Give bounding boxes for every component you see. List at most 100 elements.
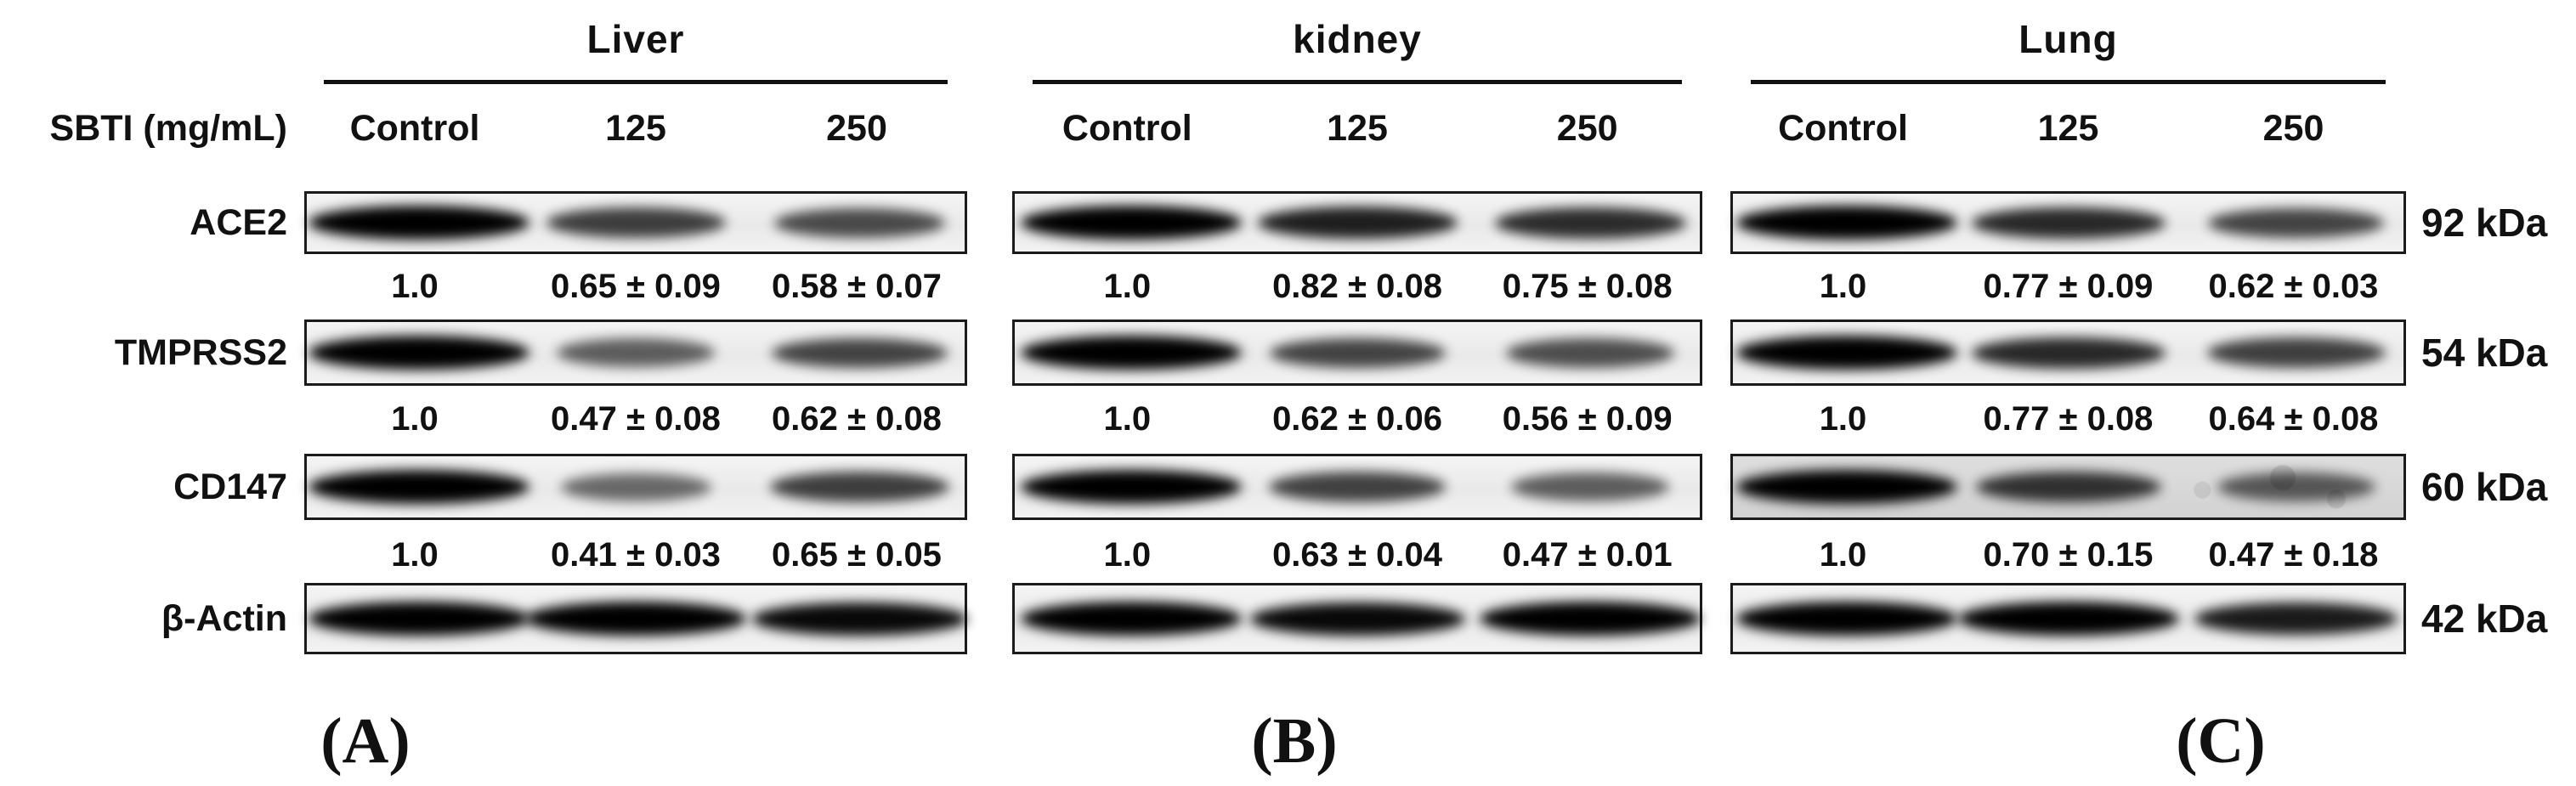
blot-lung-tmprss2: [1730, 319, 2406, 386]
blot-band: [308, 206, 529, 240]
blot-band: [1957, 602, 2179, 636]
blot-band: [308, 470, 529, 504]
quant-row: 1.0 0.77 ± 0.09 0.62 ± 0.03: [1730, 265, 2406, 308]
quant-value: 0.65 ± 0.05: [772, 536, 942, 574]
blot-band: [1021, 206, 1243, 240]
organ-underline: [1750, 80, 2386, 84]
quant-value: 0.47 ± 0.18: [2208, 536, 2379, 574]
quant-row: 1.0 0.82 ± 0.08 0.75 ± 0.08: [1012, 265, 1702, 308]
quant-value: 0.56 ± 0.09: [1502, 400, 1673, 438]
blot-band: [773, 207, 945, 238]
protein-label-beta-actin: β-Actin: [161, 598, 287, 639]
quant-value: 0.41 ± 0.03: [551, 536, 721, 574]
lane-label-250: 250: [1556, 108, 1618, 149]
organ-title-lung: Lung: [2018, 17, 2118, 61]
kda-label-92: 92 kDa: [2421, 201, 2548, 245]
quant-value: 1.0: [1103, 400, 1152, 438]
blot-band: [1506, 337, 1675, 368]
blot-lung-ace2: [1730, 191, 2406, 254]
blot-band: [771, 337, 948, 368]
blot-band: [1021, 336, 1243, 370]
quant-value: 0.65 ± 0.09: [551, 268, 721, 305]
blot-band: [1269, 337, 1446, 368]
lane-header-row: Control 125 250: [1730, 102, 2406, 155]
quant-value: 1.0: [1819, 536, 1867, 574]
blot-band: [2208, 207, 2385, 238]
blot-band: [1736, 470, 1958, 504]
blot-band: [1021, 470, 1243, 504]
lane-label-250: 250: [2262, 108, 2324, 149]
blot-band: [1511, 472, 1670, 501]
blot-band: [2216, 472, 2375, 501]
quant-value: 1.0: [391, 536, 439, 574]
quant-value: 1.0: [391, 268, 439, 305]
quant-value: 0.62 ± 0.06: [1272, 400, 1442, 438]
blot-liver-cd147: [304, 454, 967, 520]
quant-row: 1.0 0.70 ± 0.15 0.47 ± 0.18: [1730, 534, 2406, 576]
quant-row: 1.0 0.65 ± 0.09 0.58 ± 0.07: [304, 265, 967, 308]
blot-band: [560, 472, 711, 501]
panel-letter-b: (B): [1251, 705, 1338, 777]
panel-kidney: kidney Control 125 250 1.0 0.82 ± 0.08 0…: [1012, 0, 1702, 786]
quant-value: 0.63 ± 0.04: [1272, 536, 1442, 574]
quant-value: 0.77 ± 0.08: [1983, 400, 2154, 438]
kda-label-42: 42 kDa: [2421, 597, 2548, 641]
blot-band: [1971, 336, 2166, 369]
quant-value: 1.0: [1103, 268, 1152, 305]
lane-label-250: 250: [826, 108, 887, 149]
blot-liver-tmprss2: [304, 319, 967, 386]
organ-title-liver: Liver: [586, 17, 685, 61]
quant-value: 1.0: [1103, 536, 1152, 574]
quant-value: 0.70 ± 0.15: [1983, 536, 2154, 574]
quant-value: 0.62 ± 0.08: [772, 400, 942, 438]
panel-lung: Lung Control 125 250 1.0 0.77 ± 0.09 0.6…: [1730, 0, 2406, 786]
blot-band: [546, 207, 726, 238]
quant-value: 0.64 ± 0.08: [2208, 400, 2379, 438]
blot-band: [2194, 602, 2398, 635]
organ-underline: [1033, 80, 1682, 84]
quant-value: 0.47 ± 0.08: [551, 400, 721, 438]
quant-value: 0.47 ± 0.01: [1502, 536, 1673, 574]
blot-band: [308, 602, 529, 636]
blot-band: [1249, 602, 1465, 636]
quant-row: 1.0 0.47 ± 0.08 0.62 ± 0.08: [304, 398, 967, 440]
lane-label-control: Control: [1062, 108, 1192, 149]
quant-row: 1.0 0.62 ± 0.06 0.56 ± 0.09: [1012, 398, 1702, 440]
quant-value: 0.75 ± 0.08: [1502, 268, 1673, 305]
blot-band: [557, 338, 715, 367]
quant-value: 1.0: [1819, 400, 1867, 438]
blot-band: [525, 602, 746, 636]
blot-band: [1975, 472, 2161, 502]
blot-band: [769, 472, 949, 502]
lane-label-125: 125: [1327, 108, 1388, 149]
quant-value: 0.58 ± 0.07: [772, 268, 942, 305]
blot-band: [1971, 206, 2166, 239]
blot-band: [1736, 602, 1958, 636]
blot-band: [2206, 337, 2386, 368]
protein-label-tmprss2: TMPRSS2: [114, 332, 287, 373]
panel-letter-c: (C): [2176, 705, 2266, 777]
protein-label-cd147: CD147: [173, 467, 287, 507]
blot-band: [308, 336, 529, 370]
lane-label-125: 125: [605, 108, 666, 149]
kda-label-54: 54 kDa: [2421, 331, 2548, 375]
lane-header-row: Control 125 250: [304, 102, 967, 155]
blot-band: [1480, 602, 1701, 636]
organ-underline: [324, 80, 948, 84]
blot-kidney-tmprss2: [1012, 319, 1702, 386]
blot-band: [751, 602, 967, 636]
quant-row: 1.0 0.77 ± 0.08 0.64 ± 0.08: [1730, 398, 2406, 440]
lane-label-control: Control: [349, 108, 480, 149]
quant-row: 1.0 0.63 ± 0.04 0.47 ± 0.01: [1012, 534, 1702, 576]
blot-band: [1494, 206, 1686, 239]
blot-band: [1736, 336, 1958, 370]
lane-header-row: Control 125 250: [1012, 102, 1702, 155]
blot-lung-cd147: [1730, 454, 2406, 520]
blot-band: [1269, 472, 1446, 502]
blot-band: [1736, 206, 1958, 240]
quant-value: 0.62 ± 0.03: [2208, 268, 2379, 305]
blot-band: [1257, 206, 1458, 239]
blot-kidney-beta-actin: [1012, 583, 1702, 654]
lane-label-control: Control: [1778, 108, 1908, 149]
